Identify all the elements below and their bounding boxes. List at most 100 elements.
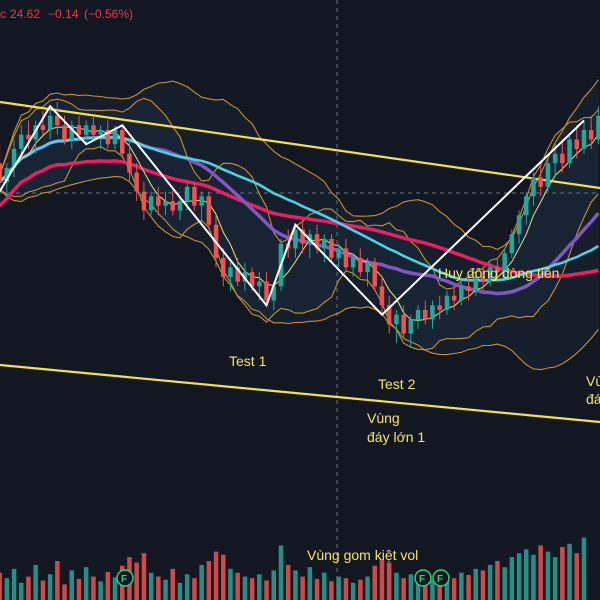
candle-body <box>466 286 471 291</box>
annotation-bottom-zone-line-2: đáy lớn 1 <box>367 429 425 445</box>
volume-bar <box>293 570 298 600</box>
volume-bar <box>199 564 204 600</box>
candle <box>487 262 493 287</box>
candle-body <box>112 130 118 145</box>
volume-bar <box>545 551 551 600</box>
event-flag-3[interactable]: F <box>432 569 450 587</box>
volume-bar <box>177 582 183 600</box>
volume-bar <box>257 574 262 600</box>
candle-body <box>524 196 529 216</box>
candle-body <box>134 172 139 192</box>
volume-bar <box>11 568 17 600</box>
candle-body <box>11 148 17 168</box>
candle-body <box>19 134 24 149</box>
volume-bar <box>379 559 385 600</box>
svg-text:F: F <box>121 574 127 585</box>
candle-body <box>120 130 125 154</box>
candle-body <box>502 253 507 273</box>
bollinger-upper-10 <box>0 97 599 290</box>
candle <box>538 163 543 197</box>
volume-bar <box>459 572 464 600</box>
candle-body <box>394 314 399 325</box>
candle-body <box>62 125 67 140</box>
candle-body <box>545 163 551 187</box>
event-flag-1[interactable]: F <box>116 569 134 587</box>
candle-body <box>581 130 587 149</box>
candle-body <box>552 153 558 164</box>
volume-bar <box>560 547 565 600</box>
candle-body <box>379 286 385 306</box>
volume-bar <box>358 579 363 600</box>
volume-bar <box>163 579 168 600</box>
candle-body <box>206 196 212 225</box>
candle <box>480 267 486 292</box>
trend-channel <box>0 100 600 424</box>
candle <box>148 191 154 216</box>
volume-bar <box>192 578 197 600</box>
candle <box>516 210 522 244</box>
candle <box>329 234 334 263</box>
candle <box>221 248 226 287</box>
channel-upper-line <box>0 100 600 190</box>
annotation-money-inflow: Huy động dòng tiền <box>438 265 559 281</box>
candle-body <box>314 234 320 249</box>
candle-body <box>177 201 183 211</box>
channel-lower-line <box>0 363 600 424</box>
volume-bar <box>401 578 406 600</box>
candle-body <box>192 186 197 206</box>
volume-bar <box>213 551 219 600</box>
volume-bar <box>33 564 38 600</box>
candle <box>394 310 399 344</box>
candle-body <box>156 196 161 206</box>
candle <box>343 238 349 273</box>
candle <box>444 291 450 315</box>
annotation-accumulation-zone: Vùng gom kiệt vol <box>307 547 418 563</box>
candle <box>401 305 406 339</box>
annotation-bottom-zone-line-1: Vùng <box>367 410 400 426</box>
candle <box>163 191 168 216</box>
volume-bar <box>408 574 414 600</box>
candle <box>300 220 305 254</box>
candle <box>466 276 471 301</box>
annotation-right-line-1: Vù <box>586 373 600 389</box>
candle-body <box>358 257 363 273</box>
candle <box>560 139 565 173</box>
volume-bar <box>538 545 543 600</box>
candle <box>552 144 558 178</box>
zigzag-lines <box>0 104 585 317</box>
candle <box>437 295 442 320</box>
candle <box>495 257 500 277</box>
candle-body <box>509 234 515 254</box>
volume-bar <box>516 553 522 600</box>
volume-bar <box>423 579 428 600</box>
candle-body <box>127 153 132 173</box>
candle-body <box>257 281 262 287</box>
volume-bar <box>307 567 313 600</box>
volume-bar <box>444 576 450 600</box>
candle-body <box>473 276 478 291</box>
candle-body <box>148 196 154 211</box>
volume-bar <box>437 582 442 600</box>
candle-body <box>415 310 421 320</box>
candle <box>192 182 197 211</box>
volume-bar <box>19 582 24 600</box>
event-flag-2[interactable]: F <box>414 569 432 587</box>
candle <box>459 281 464 306</box>
candle <box>379 276 385 315</box>
volume-bar <box>55 561 60 600</box>
candle <box>473 272 478 296</box>
volume-bar <box>98 581 103 600</box>
volume-bar <box>271 570 276 600</box>
candle-body <box>329 238 334 258</box>
candle-body <box>408 319 414 334</box>
volume-bar <box>249 578 255 600</box>
candle-body <box>560 153 565 164</box>
volume-bar <box>141 553 147 600</box>
volume-bar <box>473 568 478 600</box>
candle <box>531 172 536 206</box>
svg-text:F: F <box>437 574 443 585</box>
volume-bar <box>62 584 67 600</box>
bollinger-lower-10 <box>0 145 599 351</box>
